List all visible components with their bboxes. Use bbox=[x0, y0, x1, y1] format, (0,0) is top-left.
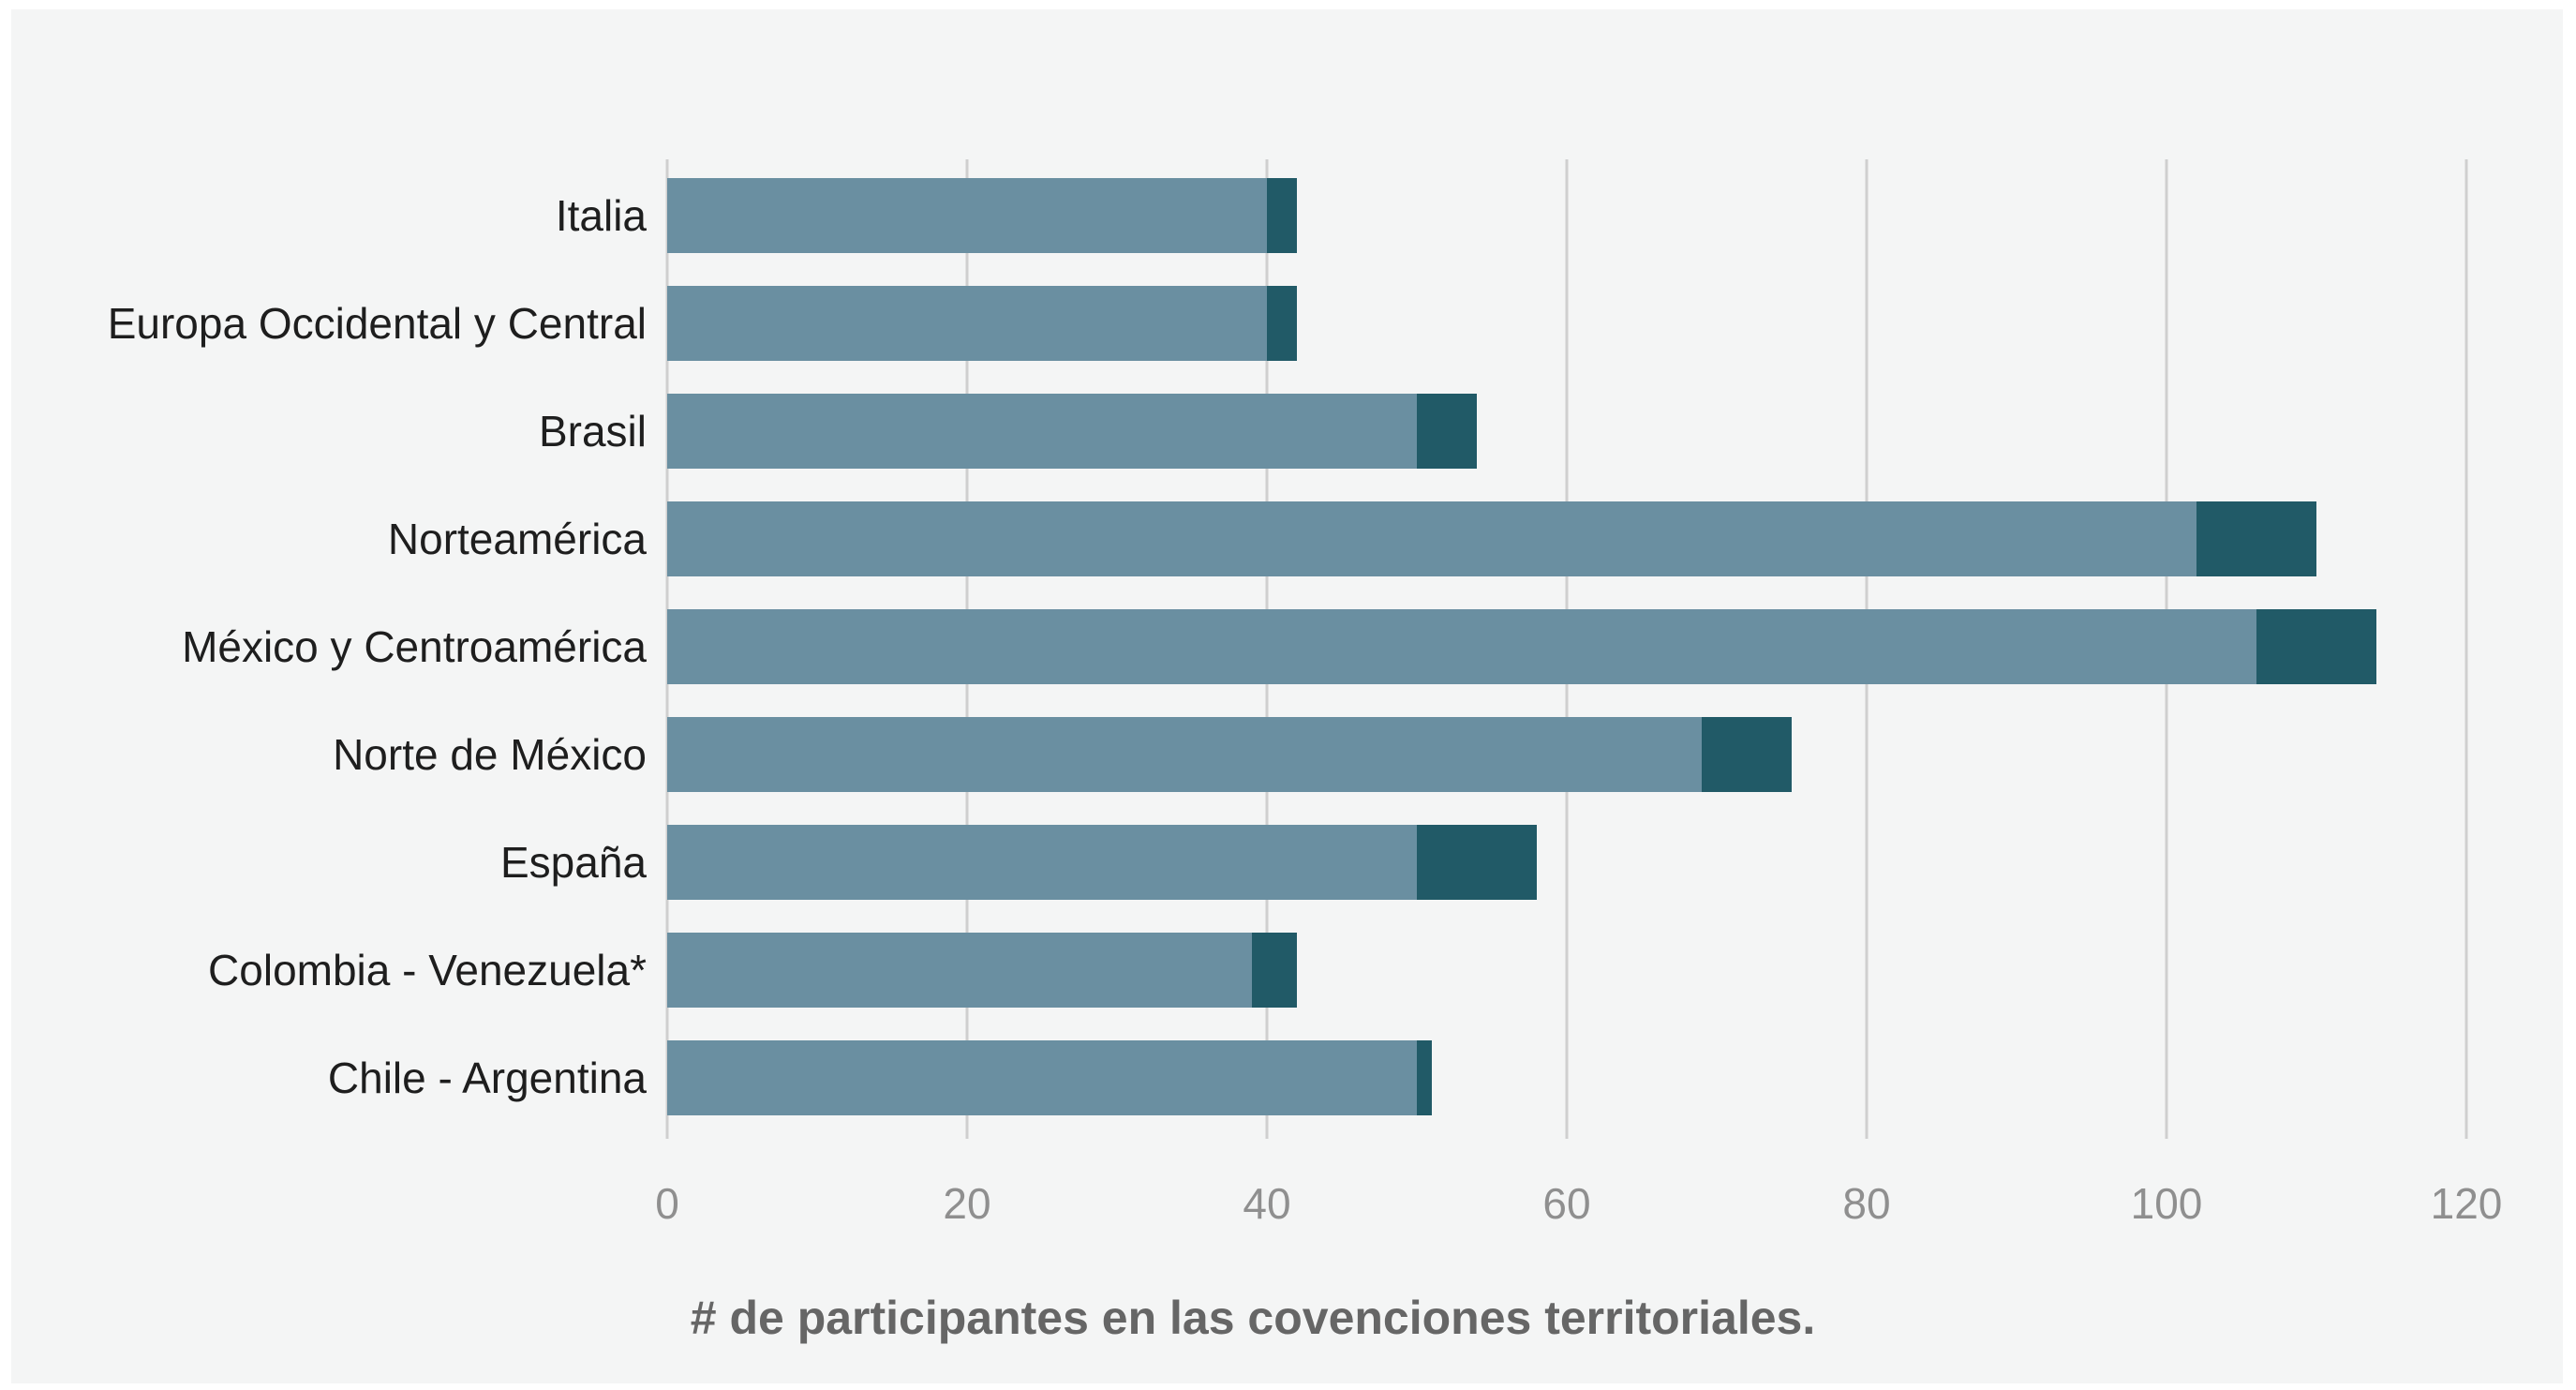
bar-primary-3 bbox=[667, 501, 2196, 576]
category-label: Italia bbox=[556, 191, 648, 240]
x-tick-label: 80 bbox=[1842, 1179, 1890, 1228]
bar-secondary-4 bbox=[2256, 609, 2376, 684]
bar-primary-7 bbox=[667, 933, 1252, 1008]
bar-primary-1 bbox=[667, 286, 1267, 361]
category-labels: Italia Europa Occidental y Central Brasil N… bbox=[108, 191, 648, 1102]
bar-primary-0 bbox=[667, 178, 1267, 253]
bar-primary-6 bbox=[667, 825, 1417, 900]
bar-secondary-5 bbox=[1702, 717, 1792, 792]
bar-secondary-2 bbox=[1417, 394, 1477, 469]
x-tick-label: 0 bbox=[655, 1179, 679, 1228]
x-tick-label: 20 bbox=[943, 1179, 990, 1228]
chart-panel: Italia Europa Occidental y Central Brasil N… bbox=[11, 9, 2563, 1383]
x-tick-labels: 0 20 40 60 80 100 120 bbox=[655, 1179, 2502, 1228]
x-tick-label: 100 bbox=[2131, 1179, 2203, 1228]
bar-primary-5 bbox=[667, 717, 1702, 792]
bar-primary-4 bbox=[667, 609, 2256, 684]
x-tick-label: 40 bbox=[1243, 1179, 1290, 1228]
bar-primary-2 bbox=[667, 394, 1417, 469]
x-tick-label: 120 bbox=[2431, 1179, 2503, 1228]
bar-chart: Italia Europa Occidental y Central Brasil N… bbox=[108, 159, 2502, 1344]
bar-secondary-7 bbox=[1252, 933, 1297, 1008]
category-label: Europa Occidental y Central bbox=[108, 299, 647, 348]
bar-secondary-0 bbox=[1267, 178, 1297, 253]
category-label: Norteamérica bbox=[388, 515, 648, 563]
x-tick-label: 60 bbox=[1542, 1179, 1590, 1228]
category-label: Chile - Argentina bbox=[328, 1054, 647, 1102]
bars bbox=[667, 178, 2376, 1115]
category-label: Brasil bbox=[539, 407, 647, 456]
category-label: España bbox=[500, 838, 647, 887]
bar-secondary-1 bbox=[1267, 286, 1297, 361]
bar-secondary-3 bbox=[2196, 501, 2316, 576]
bar-primary-8 bbox=[667, 1040, 1417, 1115]
category-label: Norte de México bbox=[333, 730, 647, 779]
category-label: México y Centroamérica bbox=[182, 622, 647, 671]
category-label: Colombia - Venezuela* bbox=[208, 946, 647, 994]
bar-secondary-6 bbox=[1417, 825, 1537, 900]
x-axis-title: # de participantes en las covenciones te… bbox=[691, 1292, 1816, 1344]
bar-secondary-8 bbox=[1417, 1040, 1432, 1115]
